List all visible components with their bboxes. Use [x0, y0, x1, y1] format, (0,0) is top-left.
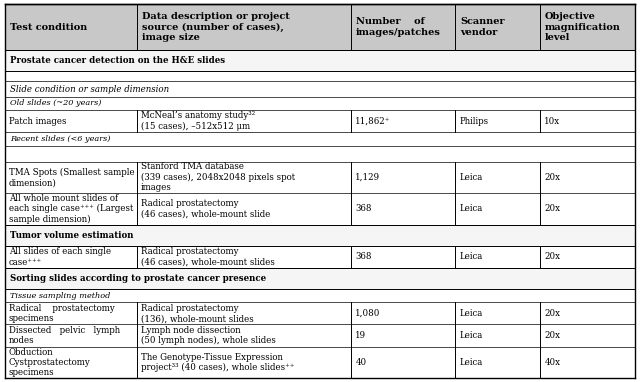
Text: 11,862⁺: 11,862⁺	[355, 117, 390, 126]
Text: 40x: 40x	[544, 358, 560, 367]
Text: Radical prostatectomy
(46 cases), whole-mount slides: Radical prostatectomy (46 cases), whole-…	[141, 247, 275, 267]
Text: Test condition: Test condition	[10, 23, 87, 32]
Text: 20x: 20x	[544, 309, 560, 318]
Text: Slide condition or sample dimension: Slide condition or sample dimension	[10, 84, 170, 94]
Text: Sorting slides according to prostate cancer presence: Sorting slides according to prostate can…	[10, 274, 266, 283]
Text: Leica: Leica	[460, 309, 483, 318]
Text: TMA Spots (Smallest sample
dimension): TMA Spots (Smallest sample dimension)	[9, 168, 134, 187]
Text: 20x: 20x	[544, 331, 560, 340]
Text: Obduction
Cystprostatectomy
specimens: Obduction Cystprostatectomy specimens	[9, 348, 91, 377]
Text: Tumor volume estimation: Tumor volume estimation	[10, 231, 134, 240]
Text: Data description or project
source (number of cases),
image size: Data description or project source (numb…	[142, 12, 289, 42]
Text: McNeal’s anatomy study³²
(15 cases), –512x512 μm: McNeal’s anatomy study³² (15 cases), –51…	[141, 112, 255, 131]
Text: All slides of each single
case⁺⁺⁺: All slides of each single case⁺⁺⁺	[9, 247, 111, 267]
Text: Leica: Leica	[460, 331, 483, 340]
Text: The Genotype-Tissue Expression
project³³ (40 cases), whole slides⁺⁺: The Genotype-Tissue Expression project³³…	[141, 353, 294, 372]
Text: All whole mount slides of
each single case⁺⁺⁺ (Largest
sample dimension): All whole mount slides of each single ca…	[9, 194, 133, 224]
Bar	[5, 50, 635, 71]
Text: 1,129: 1,129	[355, 173, 380, 182]
Text: Patch images: Patch images	[9, 117, 67, 126]
Text: 20x: 20x	[544, 204, 560, 214]
Text: Objective
magnification
level: Objective magnification level	[545, 12, 621, 42]
Text: Stanford TMA database
(339 cases), 2048x2048 pixels spot
images: Stanford TMA database (339 cases), 2048x…	[141, 162, 295, 193]
Text: Philips: Philips	[460, 117, 488, 126]
Text: 20x: 20x	[544, 173, 560, 182]
Text: 20x: 20x	[544, 253, 560, 261]
Text: 10x: 10x	[544, 117, 561, 126]
Text: Lymph node dissection
(50 lymph nodes), whole slides: Lymph node dissection (50 lymph nodes), …	[141, 326, 276, 345]
Text: Old slides (~20 years): Old slides (~20 years)	[10, 99, 102, 107]
Text: 368: 368	[355, 204, 372, 214]
Text: Radical prostatectomy
(46 cases), whole-mount slide: Radical prostatectomy (46 cases), whole-…	[141, 199, 271, 219]
Text: 19: 19	[355, 331, 367, 340]
Text: Leica: Leica	[460, 173, 483, 182]
Text: Leica: Leica	[460, 204, 483, 214]
Text: Prostate cancer detection on the H&E slides: Prostate cancer detection on the H&E sli…	[10, 56, 225, 65]
Text: Tissue sampling method: Tissue sampling method	[10, 291, 111, 299]
Text: Leica: Leica	[460, 253, 483, 261]
Text: Dissected   pelvic   lymph
nodes: Dissected pelvic lymph nodes	[9, 326, 120, 345]
Text: Radical    prostatectomy
specimens: Radical prostatectomy specimens	[9, 304, 115, 323]
Text: Scanner
vendor: Scanner vendor	[460, 17, 504, 37]
Bar	[5, 4, 635, 50]
Text: 40: 40	[355, 358, 367, 367]
Bar	[5, 268, 635, 289]
Text: Number    of
images/patches: Number of images/patches	[356, 17, 441, 37]
Text: Leica: Leica	[460, 358, 483, 367]
Text: 368: 368	[355, 253, 372, 261]
Text: Recent slides (<6 years): Recent slides (<6 years)	[10, 135, 111, 143]
Bar	[5, 225, 635, 246]
Text: Radical prostatectomy
(136), whole-mount slides: Radical prostatectomy (136), whole-mount…	[141, 304, 254, 323]
Text: 1,080: 1,080	[355, 309, 381, 318]
